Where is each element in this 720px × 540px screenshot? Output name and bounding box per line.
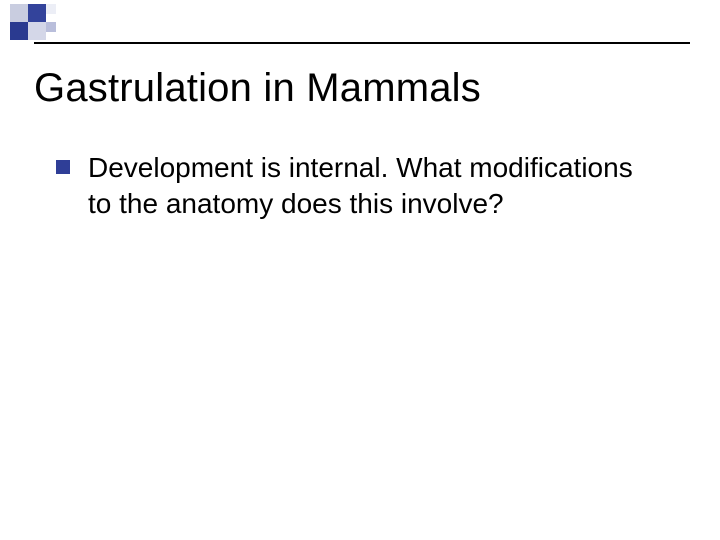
square-bullet-icon <box>56 160 70 174</box>
title-underline <box>34 42 690 44</box>
deco-block-3 <box>28 22 46 40</box>
deco-block-2 <box>10 22 28 40</box>
body-area: Development is internal. What modificati… <box>56 150 660 222</box>
bullet-text: Development is internal. What modificati… <box>88 150 660 222</box>
deco-block-4 <box>46 22 56 32</box>
deco-block-0 <box>10 4 28 22</box>
bullet-item: Development is internal. What modificati… <box>56 150 660 222</box>
deco-block-1 <box>28 4 46 22</box>
deco-block-5 <box>46 4 56 14</box>
corner-decoration <box>0 0 720 44</box>
slide-title: Gastrulation in Mammals <box>34 66 481 111</box>
